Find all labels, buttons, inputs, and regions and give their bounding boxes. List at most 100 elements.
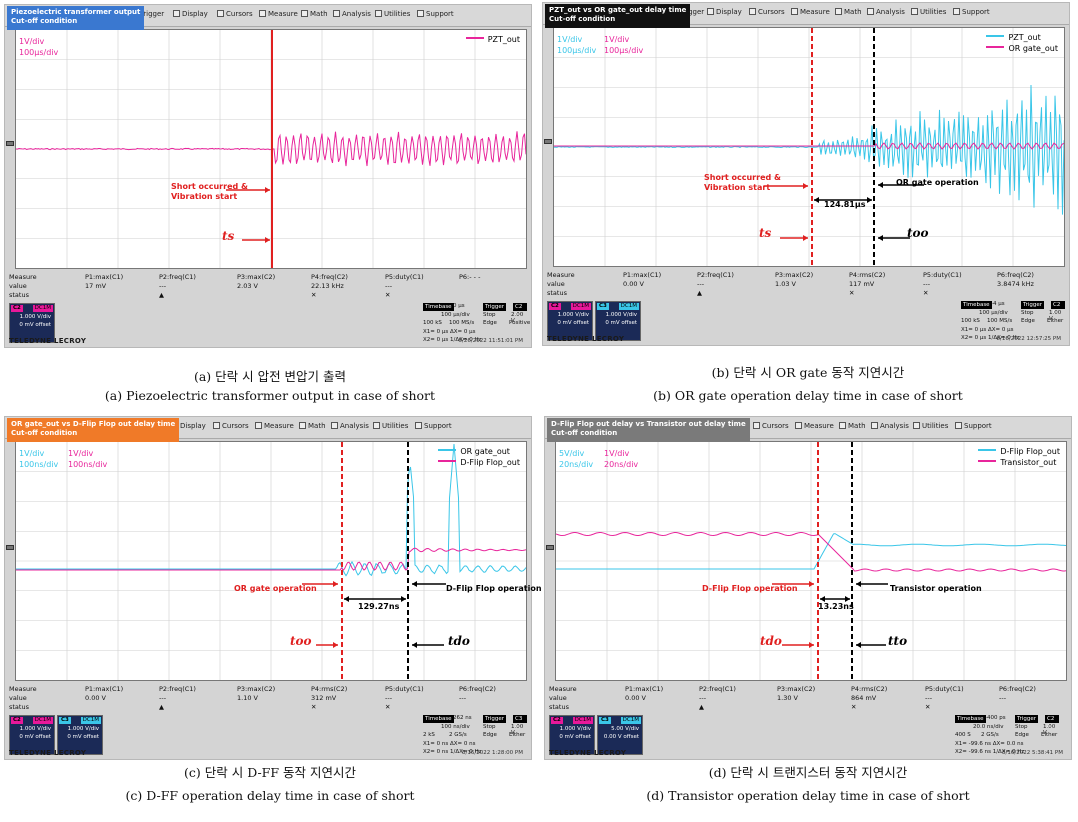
arrow-tdo-head	[809, 642, 814, 648]
measure-table: Measure P1:max(C1) P2:freq(C1) P3:max(C2) P4…	[9, 273, 529, 301]
menu-support[interactable]: Support	[415, 422, 452, 430]
timebase-l2d: Either	[1041, 732, 1058, 738]
trace-dff-out	[556, 533, 1066, 570]
menu-display[interactable]: Display	[707, 8, 742, 16]
analysis-icon	[333, 10, 340, 17]
measure-param: P1:max(C1)	[85, 273, 124, 281]
annotation-transistor-operation: Transistor operation	[890, 584, 982, 593]
measure-param: P1:max(C1)	[623, 271, 662, 279]
timebase-x2: X2= 0 ns 1/ΔX= 0 Hz	[423, 749, 482, 755]
measure-table: Measure P1:max(C1) P2:freq(C1) P3:max(C2) P4…	[547, 271, 1067, 299]
measure-value: 312 mV	[311, 694, 337, 702]
menu-math[interactable]: Math	[299, 422, 326, 430]
cursors-icon	[213, 422, 220, 429]
annotation-or-gate-operation: OR gate operation	[234, 584, 317, 593]
timebase-trc: C2 AC	[1045, 715, 1059, 730]
timebase-box[interactable]: Timebase -400 ps Trigger C2 AC 20.0 ns/div St…	[955, 715, 1059, 759]
menu-measure[interactable]: Measure	[259, 10, 298, 18]
ground-marker[interactable]	[6, 141, 14, 146]
analysis-icon	[871, 422, 878, 429]
measure-icon	[795, 422, 802, 429]
delay-arrow-head-r	[401, 596, 406, 602]
menu-math[interactable]: Math	[835, 8, 862, 16]
panel-title: Piezoelectric transformer output Cut-off…	[7, 6, 145, 30]
channel-box-c2[interactable]: C2 DC1M 1.000 V/div 0 mV offset	[9, 303, 55, 343]
measure-row-value: value 0.00 V --- 1.10 V 312 mV --- ---	[9, 694, 529, 702]
menu-measure[interactable]: Measure	[255, 422, 294, 430]
timebase-tbv: -400 ps	[985, 715, 1006, 721]
measure-value: 0.00 V	[85, 694, 106, 702]
ground-marker[interactable]	[546, 545, 554, 550]
menu-analysis[interactable]: Analysis	[867, 8, 905, 16]
measure-param: P3:max(C2)	[777, 685, 816, 693]
measure-value: ---	[459, 694, 467, 702]
menu-measure[interactable]: Measure	[795, 422, 834, 430]
timebase-box[interactable]: Timebase 262 ns Trigger C3 AC 100 ns/div Stop…	[423, 715, 527, 759]
menu-cursors[interactable]: Cursors	[749, 8, 785, 16]
channel-box-c3[interactable]: C3 DC1M 1.000 V/div 0 mV offset	[595, 301, 641, 341]
menu-support[interactable]: Support	[953, 8, 990, 16]
measure-param: P6:- - -	[459, 273, 481, 281]
menu-math[interactable]: Math	[839, 422, 866, 430]
measure-value: ---	[159, 694, 167, 702]
measure-row-label: Measure	[547, 271, 575, 279]
timebase-l2c: Edge	[483, 732, 497, 738]
channel-box-c2[interactable]: C2 DC1M 1.000 V/div 0 mV offset	[549, 715, 595, 755]
timebase-box[interactable]: Timebase -4 μs Trigger C2 DC 100 μs/div Stop 1…	[961, 301, 1065, 345]
channel-box-c3[interactable]: C3 DC1M 5.00 V/div 0.00 V offset	[597, 715, 643, 755]
arrow-or-gate-head	[333, 581, 338, 587]
measure-status-icon: ✕	[849, 289, 855, 297]
timebase-l1c: 1.00 V	[1043, 724, 1056, 736]
menu-cursors[interactable]: Cursors	[213, 422, 249, 430]
channel-box-c2[interactable]: C2 DC1M 1.000 V/div 0 mV offset	[547, 301, 593, 341]
timebase-tbv: -4 μs	[991, 301, 1005, 307]
brand-logo: TELEDYNE LECROY	[9, 749, 87, 757]
menu-utilities[interactable]: Utilities	[375, 10, 410, 18]
menu-support[interactable]: Support	[417, 10, 454, 18]
ground-marker[interactable]	[6, 545, 14, 550]
measure-status-icon: ▲	[697, 289, 702, 297]
channel-box-c2[interactable]: C2 DC1M 1.000 V/div 0 mV offset	[9, 715, 55, 755]
timebase-l2a: 100 kS	[961, 318, 980, 324]
channel-box-c3[interactable]: C3 DC1M 1.000 V/div 0 mV offset	[57, 715, 103, 755]
measure-row-status: status ▲ ✕ ✕	[549, 703, 1069, 711]
measure-status-icon: ▲	[159, 703, 164, 711]
caption-en-c: (c) D-FF operation delay time in case of…	[125, 788, 415, 803]
arrow-short-head	[803, 183, 808, 189]
timebase-x1: X1= 0 μs ΔX= 0 μs	[961, 327, 1014, 333]
menu-utilities[interactable]: Utilities	[911, 8, 946, 16]
brand-logo: TELEDYNE LECROY	[9, 337, 87, 345]
menu-analysis[interactable]: Analysis	[871, 422, 909, 430]
measure-value: ---	[697, 280, 705, 288]
waveform-plot	[16, 442, 526, 680]
timebase-l2a: 400 S	[955, 732, 971, 738]
ground-marker[interactable]	[544, 139, 552, 144]
menu-utilities[interactable]: Utilities	[913, 422, 948, 430]
legend-swatch	[438, 460, 457, 462]
menu-utilities[interactable]: Utilities	[373, 422, 408, 430]
scale-label-c2: 1V/div 100μs/div	[604, 35, 644, 55]
menu-analysis[interactable]: Analysis	[331, 422, 369, 430]
measure-row-value: value 0.00 V --- 1.03 V 117 mV --- 3.8474 kHz	[547, 280, 1067, 288]
menu-support[interactable]: Support	[955, 422, 992, 430]
measure-status-icon: ✕	[385, 703, 391, 711]
cursors-icon	[749, 8, 756, 15]
menu-math[interactable]: Math	[301, 10, 328, 18]
menu-cursors[interactable]: Cursors	[217, 10, 253, 18]
timebase-x2: X2= 0 μs 1/ΔX= 0 Hz	[423, 337, 482, 343]
time-label-tdo: tdo	[760, 634, 782, 648]
annotation-short-occurred: Short occurred & Vibration start	[171, 182, 248, 201]
measure-icon	[255, 422, 262, 429]
menu-display[interactable]: Display	[173, 10, 208, 18]
measure-status-icon: ✕	[923, 289, 929, 297]
legend-swatch	[986, 46, 1005, 48]
delay-arrow-head-r	[867, 197, 872, 203]
display-icon	[707, 8, 714, 15]
menu-analysis[interactable]: Analysis	[333, 10, 371, 18]
timebase-box[interactable]: Timebase 0 μs Trigger C2 AC 100 μs/div Stop 2.…	[423, 303, 530, 347]
menu-measure[interactable]: Measure	[791, 8, 830, 16]
measure-value: 1.03 V	[775, 280, 796, 288]
menu-cursors[interactable]: Cursors	[753, 422, 789, 430]
scope-panel-c: OR gate_out vs D-Flip Flop out delay tim…	[4, 416, 542, 760]
measure-param: P4:rms(C2)	[311, 685, 348, 693]
